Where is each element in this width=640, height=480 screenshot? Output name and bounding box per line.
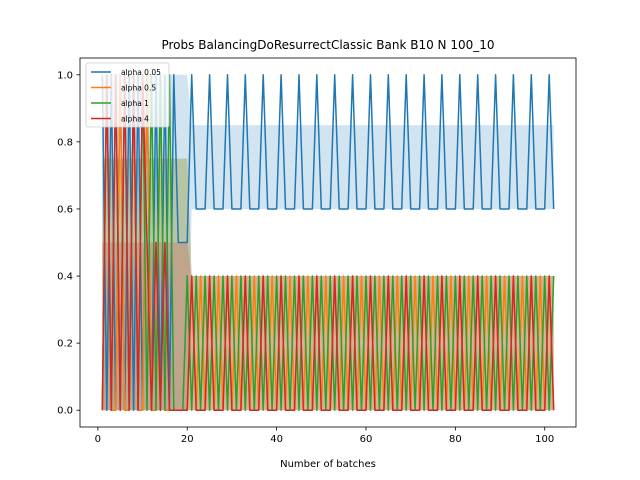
x-tick-label: 0 <box>95 434 101 445</box>
series-lines <box>101 74 555 411</box>
legend: alpha 0.05 alpha 0.5 alpha 1 alpha 4 <box>85 62 170 128</box>
y-axis-ticks: 0.0 0.2 0.4 0.6 0.8 1.0 <box>57 70 80 417</box>
legend-box <box>85 62 170 128</box>
band-0 <box>102 74 554 411</box>
axes-frame <box>79 57 577 428</box>
band-1 <box>102 158 554 411</box>
x-axis-title: Number of batches <box>280 459 376 470</box>
y-tick-label: 0.4 <box>57 272 73 283</box>
legend-items: alpha 0.05 alpha 0.5 alpha 1 alpha 4 <box>91 68 161 123</box>
y-tick-label: 1.0 <box>57 70 73 81</box>
x-tick-label: 40 <box>270 434 283 445</box>
y-tick-label: 0.6 <box>57 204 73 215</box>
chart-title: Probs BalancingDoResurrectClassic Bank B… <box>161 38 494 52</box>
confidence-bands <box>102 74 554 411</box>
x-tick-label: 20 <box>181 434 194 445</box>
y-tick-label: 0.2 <box>57 339 73 350</box>
plot-area <box>101 74 555 411</box>
legend-label: alpha 4 <box>121 114 149 123</box>
x-tick-label: 80 <box>449 434 462 445</box>
series-line-3 <box>101 74 555 411</box>
y-tick-label: 0.0 <box>57 406 73 417</box>
x-axis-ticks: 0 20 40 60 80 100 <box>95 427 554 445</box>
x-tick-label: 60 <box>360 434 373 445</box>
y-tick-label: 0.8 <box>57 137 73 148</box>
series-line-0 <box>101 74 555 411</box>
legend-label: alpha 1 <box>121 99 149 108</box>
x-tick-label: 100 <box>535 434 554 445</box>
legend-label: alpha 0.05 <box>121 68 161 77</box>
band-2 <box>102 158 554 411</box>
legend-label: alpha 0.5 <box>121 83 156 92</box>
